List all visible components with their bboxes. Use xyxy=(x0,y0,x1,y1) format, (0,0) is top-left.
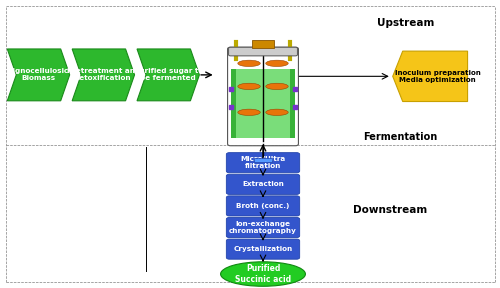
Text: Pretreatment and
detoxification: Pretreatment and detoxification xyxy=(66,68,140,82)
Ellipse shape xyxy=(238,109,260,115)
Text: Crystallization: Crystallization xyxy=(234,246,292,252)
FancyBboxPatch shape xyxy=(226,196,300,216)
Text: Upstream: Upstream xyxy=(376,18,434,28)
Polygon shape xyxy=(72,49,134,101)
Text: Lignocellulosic
Biomass: Lignocellulosic Biomass xyxy=(8,68,68,82)
FancyBboxPatch shape xyxy=(228,47,298,146)
Text: Purified sugar to
be fermented: Purified sugar to be fermented xyxy=(134,68,203,82)
Ellipse shape xyxy=(266,109,288,115)
Ellipse shape xyxy=(266,60,288,67)
FancyBboxPatch shape xyxy=(230,69,235,138)
FancyBboxPatch shape xyxy=(226,174,300,194)
Text: Inoculum preparation
Media optimization: Inoculum preparation Media optimization xyxy=(395,70,480,83)
Polygon shape xyxy=(137,49,200,101)
FancyBboxPatch shape xyxy=(228,47,298,56)
FancyBboxPatch shape xyxy=(252,40,274,48)
FancyBboxPatch shape xyxy=(254,158,272,162)
FancyBboxPatch shape xyxy=(226,153,300,173)
Text: Broth (conc.): Broth (conc.) xyxy=(236,203,290,209)
Ellipse shape xyxy=(238,83,260,90)
FancyBboxPatch shape xyxy=(290,69,296,138)
FancyBboxPatch shape xyxy=(226,239,300,259)
FancyBboxPatch shape xyxy=(226,217,300,238)
Text: Extraction: Extraction xyxy=(242,181,284,187)
Polygon shape xyxy=(392,51,468,102)
Text: Purified
Succinic acid: Purified Succinic acid xyxy=(235,264,291,284)
FancyBboxPatch shape xyxy=(236,69,290,138)
Ellipse shape xyxy=(266,83,288,90)
Text: Ion-exchange
chromatography: Ion-exchange chromatography xyxy=(229,221,297,234)
Ellipse shape xyxy=(220,262,306,286)
Text: Downstream: Downstream xyxy=(353,205,428,215)
Polygon shape xyxy=(8,49,70,101)
Text: Fermentation: Fermentation xyxy=(363,132,438,142)
Ellipse shape xyxy=(238,60,260,67)
Text: Micro/Ultra
filtration: Micro/Ultra filtration xyxy=(240,156,286,169)
